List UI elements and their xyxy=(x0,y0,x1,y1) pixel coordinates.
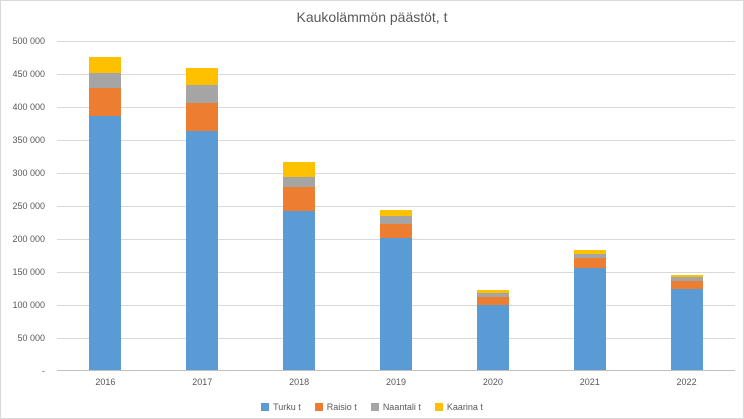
gridline xyxy=(57,107,735,108)
y-axis-label: 250 000 xyxy=(12,201,45,211)
bar-segment-turku-t xyxy=(476,305,509,370)
y-axis-label: 150 000 xyxy=(12,267,45,277)
chart-title: Kaukolämmön päästöt, t xyxy=(296,9,448,25)
y-axis-label: 50 000 xyxy=(17,333,45,343)
legend-swatch xyxy=(434,403,443,411)
y-axis-label: 300 000 xyxy=(12,168,45,178)
x-axis-label: 2018 xyxy=(289,377,310,387)
legend-label: Turku t xyxy=(273,402,301,412)
bar-segment-kaarina-t xyxy=(573,249,606,254)
x-axis-label: 2020 xyxy=(482,377,503,387)
x-axis-label: 2017 xyxy=(192,377,213,387)
y-axis-label: 350 000 xyxy=(12,135,45,145)
y-axis-label: - xyxy=(42,366,45,376)
chart-legend: Turku t Raisio t Naantali t Kaarina t xyxy=(1,402,743,412)
bar-stack-2019 xyxy=(380,210,412,370)
legend-swatch xyxy=(370,403,379,411)
bar-segment-raisio-t xyxy=(670,280,703,290)
y-axis-label: 500 000 xyxy=(12,36,45,46)
bar-segment-turku-t xyxy=(380,238,412,370)
gridline xyxy=(57,206,735,207)
legend-swatch xyxy=(314,403,323,411)
bar-stack-2020 xyxy=(476,290,509,370)
legend-item-kaarina-t: Kaarina t xyxy=(434,402,483,412)
bar-segment-turku-t xyxy=(89,115,122,370)
gridline xyxy=(57,140,735,141)
x-axis-line xyxy=(57,370,735,371)
bar-segment-turku-t xyxy=(186,131,219,370)
legend-label: Raisio t xyxy=(326,402,357,412)
x-axis-label: 2016 xyxy=(95,377,116,387)
y-axis-label: 400 000 xyxy=(12,102,45,112)
bar-segment-kaarina-t xyxy=(283,162,316,177)
legend-label: Kaarina t xyxy=(446,402,483,412)
x-axis-label: 2021 xyxy=(579,377,600,387)
bar-stack-2016 xyxy=(89,56,122,370)
gridline xyxy=(57,41,735,42)
bar-segment-kaarina-t xyxy=(380,210,412,217)
legend-item-naantali-t: Naantali t xyxy=(370,402,421,412)
bar-segment-kaarina-t xyxy=(89,56,122,73)
bar-segment-naantali-t xyxy=(573,253,606,259)
bar-segment-naantali-t xyxy=(380,216,412,225)
bar-stack-2018 xyxy=(283,162,316,370)
gridline xyxy=(57,173,735,174)
legend-swatch xyxy=(261,403,270,411)
bar-segment-raisio-t xyxy=(476,297,509,306)
bar-stack-2022 xyxy=(670,274,703,370)
bar-segment-naantali-t xyxy=(670,276,703,281)
bar-segment-naantali-t xyxy=(476,293,509,298)
y-axis-label: 200 000 xyxy=(12,234,45,244)
x-axis-label: 2022 xyxy=(676,377,697,387)
bar-segment-naantali-t xyxy=(186,84,219,103)
x-axis-label: 2019 xyxy=(385,377,407,387)
y-axis-label: 100 000 xyxy=(12,300,45,310)
bar-segment-kaarina-t xyxy=(186,68,219,85)
legend-item-raisio-t: Raisio t xyxy=(314,402,357,412)
bar-segment-turku-t xyxy=(670,289,703,370)
bar-segment-turku-t xyxy=(573,267,606,370)
bar-segment-kaarina-t xyxy=(476,290,509,294)
bar-segment-raisio-t xyxy=(380,224,412,238)
bar-segment-raisio-t xyxy=(283,186,316,211)
bar-segment-turku-t xyxy=(283,210,316,370)
y-axis-label: 450 000 xyxy=(12,69,45,79)
bar-segment-naantali-t xyxy=(89,73,122,88)
plot-area: - 50 000 100 000 150 000 200 000 250 000 300 0… xyxy=(12,36,735,387)
legend-label: Naantali t xyxy=(382,402,421,412)
bar-stack-2021 xyxy=(573,249,606,370)
bar-segment-raisio-t xyxy=(186,102,219,132)
gridline xyxy=(57,74,735,75)
legend-item-turku-t: Turku t xyxy=(261,402,301,412)
bar-segment-naantali-t xyxy=(283,176,316,187)
bar-segment-raisio-t xyxy=(573,258,606,268)
bar-segment-raisio-t xyxy=(89,87,122,116)
bar-stack-2017 xyxy=(186,68,219,370)
bar-segment-kaarina-t xyxy=(670,274,703,277)
